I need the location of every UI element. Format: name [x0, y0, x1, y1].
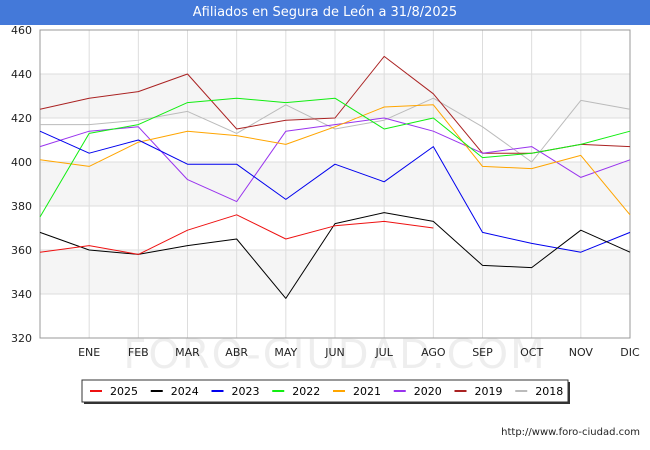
y-tick-label: 360 [11, 244, 32, 257]
y-tick-label: 380 [11, 200, 32, 213]
x-tick-label: JUN [324, 346, 345, 359]
x-tick-label: DIC [620, 346, 640, 359]
title-bar: Afiliados en Segura de León a 31/8/2025 [0, 0, 650, 25]
y-tick-label: 420 [11, 112, 32, 125]
legend-label-2021: 2021 [353, 385, 381, 398]
legend-label-2025: 2025 [110, 385, 138, 398]
svg-text:FORO-CIUDAD.COM: FORO-CIUDAD.COM [123, 332, 546, 378]
y-tick-label: 460 [11, 24, 32, 37]
x-tick-label: ABR [225, 346, 248, 359]
legend-label-2018: 2018 [535, 385, 563, 398]
y-tick-label: 340 [11, 288, 32, 301]
x-tick-label: NOV [569, 346, 594, 359]
series-line-2022 [39, 97, 631, 218]
series-line-2021 [39, 104, 631, 216]
series-line-2023 [39, 130, 631, 253]
legend-label-2023: 2023 [232, 385, 260, 398]
x-tick-label: AGO [421, 346, 446, 359]
legend-label-2022: 2022 [292, 385, 320, 398]
legend-box [81, 379, 569, 403]
legend-label-2024: 2024 [171, 385, 199, 398]
y-tick-label: 400 [11, 156, 32, 169]
legend-label-2019: 2019 [475, 385, 503, 398]
y-tick-label: 320 [11, 332, 32, 345]
legend-label-2020: 2020 [414, 385, 442, 398]
chart-title: Afiliados en Segura de León a 31/8/2025 [192, 5, 458, 20]
plot-frame [39, 29, 631, 339]
y-tick-label: 440 [11, 68, 32, 81]
x-tick-label: MAR [175, 346, 200, 359]
footer-url[interactable]: http://www.foro-ciudad.com [501, 427, 640, 438]
series-line-2025 [39, 214, 434, 255]
x-tick-label: SEP [472, 346, 493, 359]
series-line-2018 [40, 97, 631, 163]
x-tick-label: OCT [520, 346, 543, 359]
series-line-2020 [39, 117, 631, 203]
x-tick-label: ENE [78, 346, 100, 359]
x-tick-label: JUL [374, 346, 393, 359]
x-tick-label: FEB [128, 346, 149, 359]
x-tick-label: MAY [274, 346, 297, 359]
